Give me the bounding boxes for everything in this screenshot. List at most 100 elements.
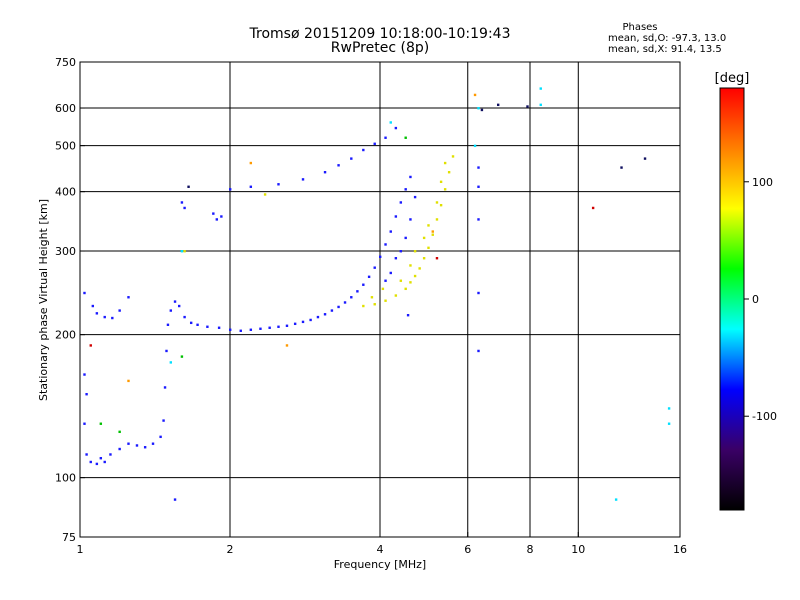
data-point	[480, 108, 484, 112]
data-point	[350, 157, 353, 160]
data-point	[477, 349, 480, 353]
data-point	[330, 309, 334, 312]
data-point	[422, 236, 426, 240]
data-point	[183, 315, 186, 319]
y-axis-ticks: 75 100 200 300 400 500 600 750	[55, 56, 85, 544]
data-point	[477, 218, 480, 221]
data-point	[166, 323, 170, 326]
data-point	[399, 279, 403, 282]
data-point	[379, 255, 382, 258]
data-point	[212, 212, 215, 215]
data-point	[89, 460, 92, 464]
colorbar-tick-label: 0	[752, 293, 759, 306]
data-point	[413, 274, 417, 278]
data-point	[384, 136, 387, 139]
data-point	[477, 107, 480, 110]
data-point	[127, 296, 130, 299]
data-point	[389, 271, 392, 275]
data-point	[189, 321, 193, 325]
data-point	[477, 291, 480, 295]
data-point	[539, 103, 542, 107]
data-point	[249, 161, 253, 165]
x-axis-ticks: 1 2 4 6 8 10 16	[77, 532, 687, 556]
data-point	[127, 379, 130, 383]
data-point	[591, 206, 595, 210]
data-point	[143, 446, 147, 449]
data-point	[83, 373, 86, 376]
data-point	[337, 305, 340, 309]
data-point	[399, 250, 403, 253]
data-point	[496, 103, 500, 107]
data-point	[316, 315, 320, 319]
colorbar	[719, 87, 745, 511]
data-point	[362, 283, 365, 286]
data-point	[667, 422, 671, 425]
colorbar-tick-label: -100	[752, 410, 777, 423]
data-point	[370, 296, 374, 299]
data-point	[293, 322, 297, 326]
data-point	[418, 267, 421, 270]
phase-stats-x: mean, sd,X: 91.4, 13.5	[608, 44, 722, 55]
data-point	[389, 230, 392, 233]
x-tick-label: 16	[673, 543, 687, 556]
data-point	[309, 318, 312, 322]
data-point	[435, 201, 439, 204]
data-point	[431, 230, 434, 233]
data-point	[103, 460, 106, 464]
data-point	[381, 287, 385, 291]
y-tick-label: 300	[55, 245, 76, 258]
data-point	[389, 121, 392, 124]
data-point	[337, 164, 340, 167]
data-point	[173, 300, 177, 303]
data-point	[127, 442, 130, 445]
data-point	[91, 304, 95, 308]
data-point	[384, 299, 387, 302]
data-point	[249, 185, 253, 188]
data-point	[277, 183, 280, 186]
data-point	[99, 456, 103, 460]
data-point	[217, 326, 221, 329]
data-point	[83, 291, 86, 295]
y-tick-label: 75	[62, 531, 76, 544]
data-point	[667, 407, 671, 410]
y-tick-label: 200	[55, 329, 76, 342]
data-point	[285, 324, 289, 327]
data-point	[620, 166, 623, 169]
data-point	[373, 303, 376, 306]
data-point	[394, 215, 398, 218]
data-point	[394, 257, 398, 260]
data-point	[373, 142, 376, 145]
x-tick-label: 2	[227, 543, 234, 556]
data-point	[443, 188, 447, 191]
x-tick-label: 10	[571, 543, 585, 556]
colorbar-tick-label: 100	[752, 176, 773, 189]
data-point	[196, 323, 199, 326]
data-point	[447, 171, 451, 174]
data-point	[85, 453, 88, 456]
data-point	[180, 355, 184, 358]
data-point	[173, 498, 177, 501]
data-point	[409, 175, 412, 179]
data-point	[165, 349, 168, 353]
data-point	[95, 462, 99, 466]
data-point	[406, 314, 410, 317]
data-point	[451, 155, 455, 158]
data-point	[103, 315, 106, 319]
data-point	[263, 193, 267, 196]
data-point	[323, 313, 327, 316]
data-point	[95, 312, 99, 315]
data-point	[162, 419, 165, 422]
phase-stats-o: mean, sd,O: -97.3, 13.0	[608, 33, 727, 44]
data-point	[229, 188, 232, 191]
y-tick-label: 500	[55, 140, 76, 153]
y-tick-label: 100	[55, 472, 76, 485]
data-point	[435, 257, 439, 260]
data-point	[439, 203, 443, 207]
data-point	[109, 453, 112, 456]
echo-points	[83, 87, 671, 501]
grid-lines	[79, 62, 680, 537]
data-point	[229, 328, 232, 331]
data-point	[427, 246, 430, 250]
data-point	[99, 422, 103, 425]
